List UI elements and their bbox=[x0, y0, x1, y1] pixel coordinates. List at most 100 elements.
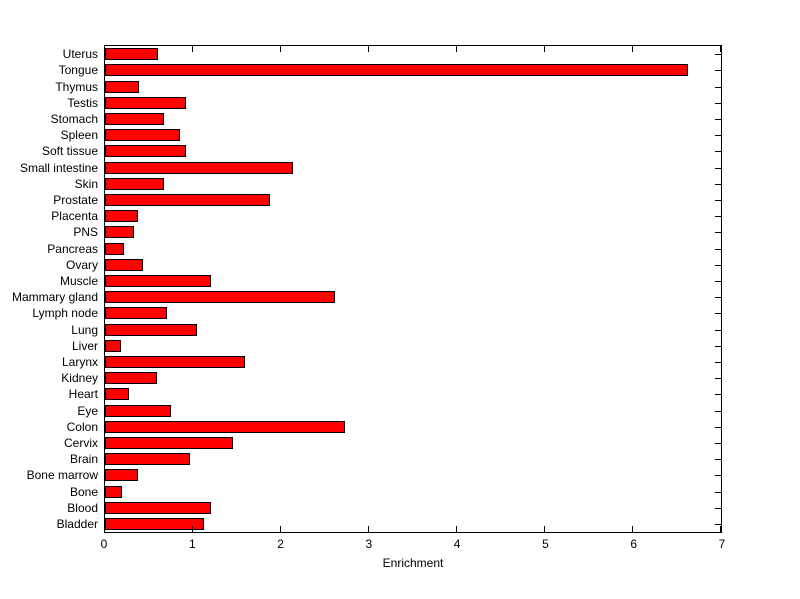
category-label: Uterus bbox=[62, 47, 98, 62]
y-tick bbox=[715, 507, 721, 509]
bar-row: Skin bbox=[75, 176, 721, 192]
bar bbox=[105, 274, 211, 287]
bar bbox=[105, 161, 294, 174]
y-tick bbox=[715, 475, 721, 477]
bar bbox=[105, 96, 186, 109]
bar-row: Bone marrow bbox=[27, 467, 721, 483]
y-tick bbox=[715, 86, 721, 88]
y-tick bbox=[715, 361, 721, 363]
y-tick bbox=[715, 151, 721, 153]
bar-row: Kidney bbox=[61, 370, 721, 386]
bar-row: Placenta bbox=[51, 208, 721, 224]
y-tick bbox=[715, 426, 721, 428]
bar bbox=[105, 453, 191, 466]
x-tick-label: 3 bbox=[365, 537, 373, 551]
bar bbox=[105, 323, 197, 336]
bar bbox=[105, 307, 167, 320]
x-tick-label: 0 bbox=[100, 537, 108, 551]
y-tick bbox=[715, 491, 721, 493]
y-tick bbox=[715, 167, 721, 169]
y-tick bbox=[715, 459, 721, 461]
bar-row: Prostate bbox=[53, 192, 721, 208]
y-tick bbox=[715, 378, 721, 380]
category-label: Skin bbox=[74, 176, 98, 191]
x-tick bbox=[191, 46, 193, 52]
bar bbox=[105, 145, 186, 158]
y-tick bbox=[715, 232, 721, 234]
x-axis-label: Enrichment bbox=[382, 556, 444, 570]
y-tick bbox=[715, 442, 721, 444]
category-label: Placenta bbox=[51, 209, 98, 224]
y-tick bbox=[715, 102, 721, 104]
plot-area: Uterus Tongue Thymus Testis Stomach Spleen Sof… bbox=[12, 45, 722, 533]
bar bbox=[105, 226, 135, 239]
x-tick bbox=[544, 526, 545, 532]
bar-row: Testis bbox=[67, 95, 721, 111]
y-tick bbox=[715, 70, 721, 72]
x-tick bbox=[632, 526, 633, 532]
bar bbox=[105, 64, 689, 77]
y-tick bbox=[715, 394, 721, 396]
bar bbox=[105, 210, 138, 223]
y-tick bbox=[715, 264, 721, 266]
bar-row: Ovary bbox=[66, 257, 721, 273]
bars-layer: Uterus Tongue Thymus Testis Stomach Spleen Sof… bbox=[12, 46, 721, 532]
bar-row: Small intestine bbox=[20, 159, 721, 175]
y-tick bbox=[715, 118, 721, 120]
bar-row: Lymph node bbox=[32, 305, 721, 321]
bar bbox=[105, 291, 335, 304]
y-tick bbox=[715, 523, 721, 525]
category-label: Testis bbox=[67, 95, 98, 110]
x-tick bbox=[104, 46, 105, 52]
x-tick bbox=[720, 46, 721, 52]
bar bbox=[105, 469, 138, 482]
bar-row: Uterus bbox=[63, 46, 721, 62]
category-label: Bladder bbox=[56, 516, 98, 531]
bar-row: Stomach bbox=[51, 111, 721, 127]
y-tick bbox=[715, 410, 721, 412]
category-label: Stomach bbox=[50, 111, 98, 126]
category-label: Thymus bbox=[55, 79, 98, 94]
category-label: Small intestine bbox=[19, 160, 98, 175]
bar bbox=[105, 372, 157, 385]
category-label: Lymph node bbox=[32, 306, 98, 321]
bar-row: Liver bbox=[72, 338, 721, 354]
bar-row: Colon bbox=[67, 419, 721, 435]
bar-row: Spleen bbox=[61, 127, 721, 143]
y-tick bbox=[715, 183, 721, 185]
x-tick bbox=[104, 526, 105, 532]
x-tick bbox=[455, 46, 457, 52]
category-label: Heart bbox=[68, 387, 98, 402]
category-label: Colon bbox=[66, 419, 98, 434]
bar-row: Soft tissue bbox=[42, 143, 721, 159]
x-tick bbox=[368, 526, 369, 532]
bar-row: PNS bbox=[73, 224, 721, 240]
bar-row: Larynx bbox=[62, 354, 721, 370]
x-tick-labels: 0 1 2 3 4 5 6 7 bbox=[100, 537, 726, 552]
bar bbox=[105, 48, 158, 61]
category-label: PNS bbox=[73, 225, 98, 240]
category-label: Bone marrow bbox=[26, 468, 98, 483]
bar-row: Bladder bbox=[57, 516, 721, 532]
bar-row: Muscle bbox=[60, 273, 721, 289]
y-tick bbox=[715, 248, 721, 250]
category-label: Brain bbox=[69, 452, 98, 467]
bar-row: Mammary gland bbox=[12, 289, 721, 305]
category-label: Blood bbox=[67, 500, 98, 515]
x-tick bbox=[720, 526, 721, 532]
category-label: Mammary gland bbox=[11, 290, 98, 305]
bar-row: Tongue bbox=[59, 62, 721, 78]
bar bbox=[105, 193, 270, 206]
category-label: Ovary bbox=[65, 257, 98, 272]
y-tick bbox=[715, 280, 721, 282]
x-tick-label: 4 bbox=[453, 537, 461, 551]
x-tick bbox=[279, 46, 281, 52]
y-tick bbox=[715, 329, 721, 331]
y-tick bbox=[715, 199, 721, 201]
category-label: Tongue bbox=[58, 63, 98, 78]
category-label: Soft tissue bbox=[41, 144, 98, 159]
x-tick-label: 5 bbox=[542, 537, 549, 551]
category-label: Cervix bbox=[63, 435, 98, 450]
category-label: Larynx bbox=[61, 354, 98, 369]
